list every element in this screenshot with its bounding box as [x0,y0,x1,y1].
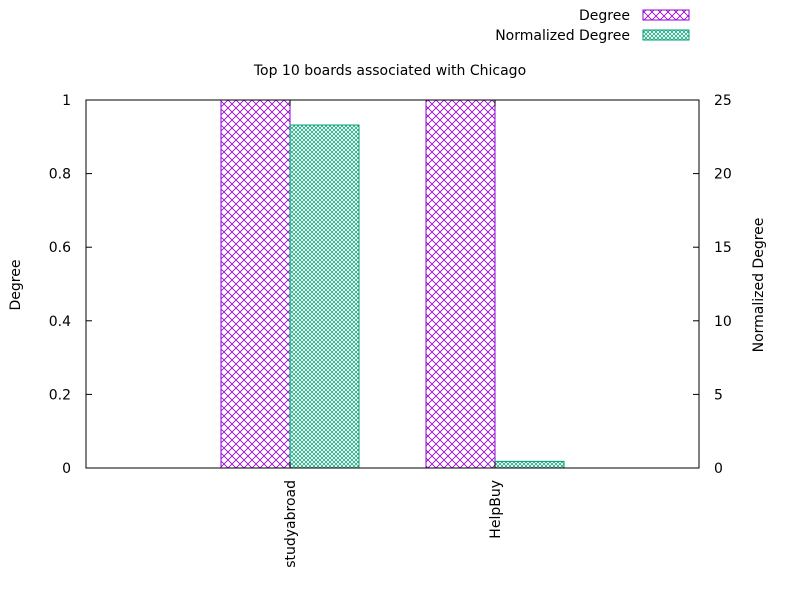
y-tick-label: 0.2 [49,387,71,403]
y2-tick-label: 25 [714,93,732,109]
legend-label-normalized-degree: Normalized Degree [495,28,630,44]
y2-tick-label: 15 [714,240,732,256]
x-tick-label: HelpBuy [488,480,504,539]
legend-swatch-normalized-degree [642,29,690,41]
legend-swatch-degree [642,9,690,21]
chart-title: Top 10 boards associated with Chicago [253,63,526,79]
legend: Degree Normalized Degree [495,8,690,44]
x-tick-label: studyabroad [283,480,299,568]
y-tick-label: 1 [62,93,71,109]
bar-degree-studyabroad [220,99,291,469]
y-tick-label: 0 [62,461,71,477]
y2-tick-label: 10 [714,314,732,330]
bar-degree-helpbuy [425,99,496,469]
y-tick-label: 0.6 [49,240,71,256]
y-tick-label: 0.8 [49,167,71,183]
y-tick-label: 0.4 [49,314,71,330]
legend-label-degree: Degree [579,8,630,24]
y2-tick-label: 5 [714,387,723,403]
y2-axis-label: Normalized Degree [751,218,767,353]
bar-normalized-degree-helpbuy [494,460,565,469]
y2-tick-label: 20 [714,167,732,183]
plot-frame [85,99,700,469]
y2-tick-label: 0 [714,461,723,477]
bar-normalized-degree-studyabroad [289,124,360,469]
y-axis-label: Degree [8,260,24,311]
